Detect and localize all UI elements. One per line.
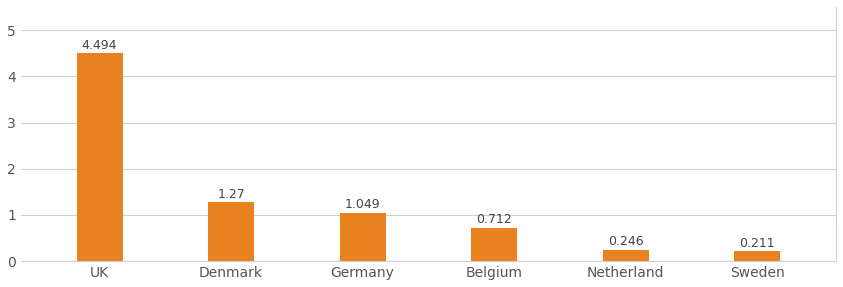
Bar xyxy=(471,228,517,261)
Bar xyxy=(77,53,122,261)
Text: 0.211: 0.211 xyxy=(739,236,775,250)
Text: 1.049: 1.049 xyxy=(345,198,380,211)
Text: 0.246: 0.246 xyxy=(608,235,643,248)
Bar xyxy=(734,251,780,261)
Text: 1.27: 1.27 xyxy=(217,188,245,201)
Text: 4.494: 4.494 xyxy=(82,38,117,52)
Bar xyxy=(208,203,254,261)
Bar xyxy=(603,250,648,261)
Bar xyxy=(340,213,385,261)
Text: 0.712: 0.712 xyxy=(476,214,512,226)
